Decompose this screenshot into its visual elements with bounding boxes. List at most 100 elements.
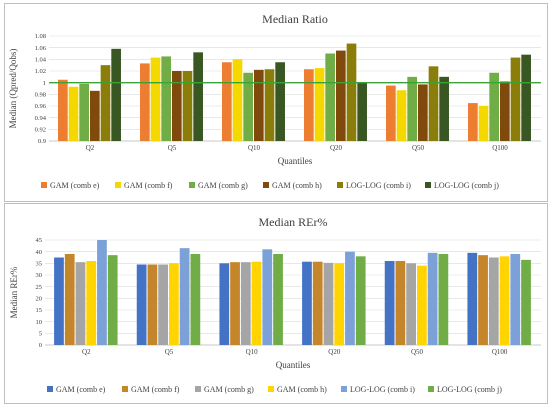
y-tick-label: 1.08 <box>35 33 46 40</box>
legend-label: LOG-LOG (comb i) <box>350 385 415 394</box>
bar <box>417 265 427 345</box>
legend-swatch <box>337 182 343 188</box>
bar <box>262 249 273 345</box>
bar <box>346 43 357 142</box>
bar <box>323 262 334 345</box>
bar <box>190 254 201 345</box>
bar <box>488 257 499 345</box>
bar <box>302 261 312 345</box>
bar <box>510 57 521 142</box>
bar <box>140 63 150 141</box>
bar <box>169 263 179 345</box>
legend-swatch <box>425 182 431 188</box>
legend-label: LOG-LOG (comb j) <box>437 385 502 394</box>
legend-label: GAM (comb g) <box>198 181 248 190</box>
bar <box>273 254 283 345</box>
bar <box>54 257 64 345</box>
bar <box>489 72 499 141</box>
y-tick-label: 0.92 <box>35 127 46 134</box>
y-tick-label: 0.94 <box>35 115 47 122</box>
bar <box>406 263 416 345</box>
legend-label: LOG-LOG (comb j) <box>434 181 499 190</box>
bar <box>334 263 345 345</box>
legend-swatch <box>341 386 347 392</box>
median-ratio-chart: Median Ratio 0.9 0.92 0.94 0.96 0.98 1 1.02 1.04… <box>4 3 548 202</box>
bar <box>158 264 168 345</box>
bar <box>240 262 251 345</box>
bar <box>75 262 86 345</box>
x-tick-label: Q10 <box>248 144 261 152</box>
bar <box>468 103 478 141</box>
y-tick-label: 0 <box>39 342 42 349</box>
x-tick-label: Q50 <box>412 144 425 152</box>
median-ratio-chart-svg: Median Ratio 0.9 0.92 0.94 0.96 0.98 1 1.02 1.04… <box>8 12 541 190</box>
bar <box>428 66 439 141</box>
median-rer-chart-svg: Median REr% 0 5 10 15 20 25 30 35 40 45 Q2 Q5 Q10 Q20 Q… <box>9 215 541 394</box>
bar <box>90 90 100 141</box>
y-tick-label: 45 <box>36 237 43 244</box>
legend-swatch <box>268 386 274 392</box>
bar <box>314 68 325 141</box>
legend-swatch <box>189 182 195 188</box>
y-tick-label: 15 <box>36 307 43 314</box>
legend-swatch <box>122 386 128 392</box>
bar <box>182 71 193 141</box>
bar <box>230 262 240 345</box>
legend-swatch <box>47 386 53 392</box>
bar <box>357 82 367 141</box>
bar <box>100 65 111 141</box>
legend-swatch <box>195 386 201 392</box>
bar <box>395 261 406 345</box>
x-tick-label: Q20 <box>328 348 341 356</box>
x-tick-label: Q5 <box>165 348 174 356</box>
bar <box>264 69 275 141</box>
y-tick-label: 1.02 <box>35 68 46 75</box>
bar <box>107 255 118 345</box>
bar <box>111 48 121 142</box>
bar <box>521 54 531 141</box>
bar <box>172 71 182 141</box>
y-tick-label: 1.04 <box>35 57 47 64</box>
bar <box>193 52 203 142</box>
bar <box>418 84 428 141</box>
bar <box>345 251 355 345</box>
y-tick-label: 20 <box>36 296 43 303</box>
bar <box>136 264 147 345</box>
bar <box>336 50 346 142</box>
y-axis-label: Median (Qpred/Qobs) <box>8 49 18 129</box>
bar <box>86 261 97 345</box>
bar <box>219 263 230 345</box>
legend-label: GAM (comb h) <box>272 181 322 190</box>
y-tick-label: 10 <box>36 319 43 326</box>
bar <box>243 72 253 141</box>
bar <box>355 256 366 345</box>
bar <box>386 85 396 141</box>
bar <box>407 76 417 141</box>
bar <box>467 252 478 345</box>
legend-swatch <box>428 386 434 392</box>
bar <box>478 106 489 141</box>
bar <box>304 69 314 141</box>
bar <box>510 254 521 345</box>
x-axis-label: Quantiles <box>278 156 313 166</box>
chart-title: Median REr% <box>259 215 328 229</box>
x-tick-label: Q2 <box>86 144 95 152</box>
bar <box>58 79 68 141</box>
y-tick-label: 0.96 <box>35 103 47 110</box>
legend-swatch <box>115 182 121 188</box>
bar <box>427 252 438 345</box>
y-tick-label: 40 <box>36 249 43 256</box>
x-tick-label: Q5 <box>168 144 177 152</box>
bar <box>97 240 107 345</box>
legend-label: GAM (comb h) <box>277 385 327 394</box>
bar <box>439 76 449 141</box>
x-tick-label: Q50 <box>411 348 424 356</box>
x-tick-label: Q20 <box>330 144 343 152</box>
x-axis-label: Quantiles <box>276 360 311 370</box>
x-tick-label: Q100 <box>492 144 508 152</box>
x-tick-label: Q2 <box>82 348 91 356</box>
bar <box>147 264 158 345</box>
bar <box>478 255 488 345</box>
y-axis-label: Median REr% <box>9 266 19 318</box>
bar <box>79 83 89 141</box>
